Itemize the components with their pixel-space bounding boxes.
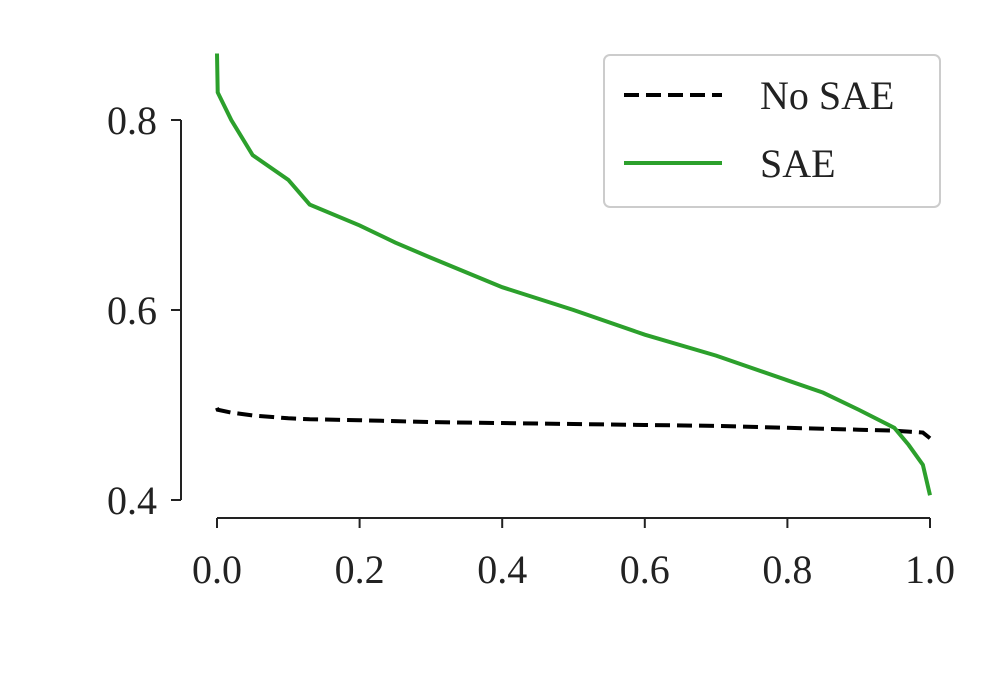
y-tick-label: 0.6	[107, 288, 157, 333]
x-tick-label: 0.2	[335, 547, 385, 592]
legend-label: SAE	[760, 141, 836, 186]
legend-label: No SAE	[760, 73, 894, 118]
y-tick-label: 0.8	[107, 98, 157, 143]
x-tick-label: 0.6	[620, 547, 670, 592]
line	[215, 407, 932, 440]
x-tick-label: 0.0	[192, 547, 242, 592]
line	[215, 53, 932, 496]
x-tick-label: 0.8	[762, 547, 812, 592]
x-tick-label: 1.0	[905, 547, 955, 592]
y-tick-label: 0.4	[107, 478, 157, 523]
legend-box	[603, 54, 941, 208]
x-tick-label: 0.4	[477, 547, 527, 592]
